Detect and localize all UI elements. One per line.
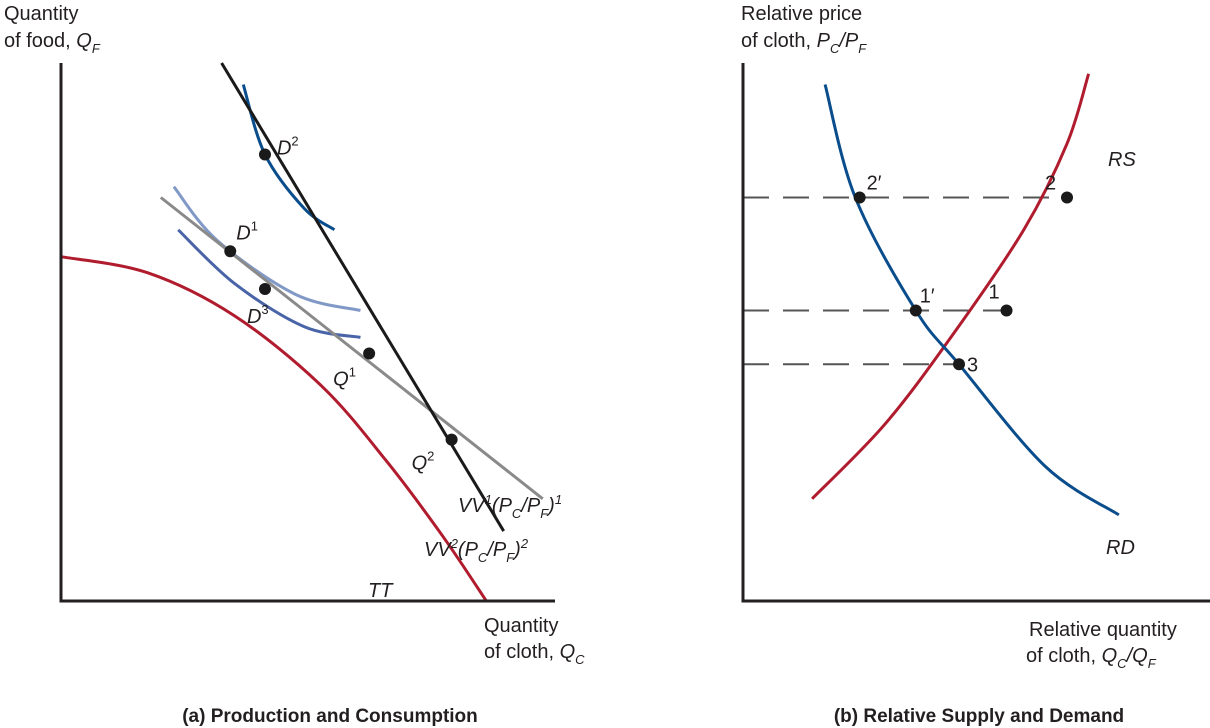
label-rs: RS [1108,149,1136,171]
label-vv1-part: ) [546,495,555,517]
label-point-2: 2 [1045,173,1056,195]
panel-b-ylabel-line2: of cloth, PC/PF [741,30,867,56]
label-vv1-part: C [512,506,522,521]
point-q2 [445,433,458,446]
point-d3 [258,282,271,295]
panel-a-xlabel-text: of cloth, [484,641,554,663]
panel-a-production-consumption: Quantity of food, QF TTVV1(PC/PF)1VV2(PC… [4,3,585,727]
series-rd [823,84,1120,517]
panel-a-caption: (a) Production and Consumption [182,706,478,727]
panel-b-xlabel-symbol: Q [1102,645,1118,667]
label-vv2-part: ) [512,539,521,561]
panel-a-xlabel-subscript: C [575,652,585,667]
label-d1: D1 [236,218,258,244]
panel-a-ylabel-text: of food, [4,30,71,52]
label-d1-base: D [236,222,250,244]
label-vv1-part: /P [519,495,541,517]
label-d3: D3 [247,302,269,328]
series-vv1 [159,196,544,500]
panel-b-xlabel-text: of cloth, [1026,645,1096,667]
panel-a-curves [60,62,544,602]
panel-a-xlabel-line1: Quantity [484,615,558,637]
label-vv2: VV2(PC/PF)2 [424,536,529,565]
point-1 [1000,304,1013,317]
point-3 [953,358,965,371]
panel-a-ylabel-subscript: F [92,41,101,56]
label-q1-sup: 1 [349,365,356,380]
panel-b-ylabel-line1: Relative price [741,3,862,25]
label-q1-base: Q [333,369,349,391]
point-d2 [258,148,271,161]
panel-b-ylabel-text: of cloth, [741,30,811,52]
panel-b-ylabel-slash: /P [837,30,859,52]
label-vv2-part: VV [424,539,452,561]
label-vv1-part: (P [492,495,513,517]
label-vv2-part: 2 [450,536,459,551]
point-1prime [909,304,922,317]
label-d2-sup: 2 [291,133,298,148]
label-point-1prime: 1′ [920,285,935,307]
label-vv2-part: C [478,550,488,565]
panel-b-ylabel-symbol: P [817,30,831,52]
series-tt [60,255,488,602]
point-2 [1061,191,1073,204]
label-tt: TT [368,580,394,602]
label-q1: Q1 [333,365,356,391]
panel-b-ylabel-subscript: C [830,41,840,56]
panel-b-xlabel-line2: of cloth, QC/QF [1026,645,1157,671]
label-vv1-part: F [540,506,549,521]
label-d1-sup: 1 [251,218,258,233]
point-2prime [853,191,866,204]
series-d1-indifference [172,185,361,312]
label-q2-sup: 2 [427,449,434,464]
label-point-1: 1 [989,281,1000,303]
panel-a-xlabel-line2: of cloth, QC [484,641,585,667]
panel-b-xlabel-line1: Relative quantity [1029,619,1177,641]
panel-b-curves [811,73,1120,517]
panel-b-xlabel-slash: /Q [1125,645,1148,667]
label-q2-base: Q [412,453,428,475]
label-vv1-part: VV [458,495,486,517]
series-vv2 [220,62,505,532]
series-rs [811,73,1091,500]
panel-a-ylabel-line2: of food, QF [4,30,101,56]
label-vv2-part: F [506,550,515,565]
label-vv1-part: 1 [555,492,562,507]
label-q2: Q2 [412,449,435,475]
label-point-2prime: 2′ [867,173,882,195]
panel-b-dashed-lines [743,196,1067,366]
panel-a-ylabel-symbol: Q [76,30,92,52]
label-vv2-part: 2 [520,536,529,551]
panel-b-points: RS RD 2′ 2 1′ 1 3 [853,149,1136,559]
label-d3-base: D [247,306,261,328]
label-vv2-part: /P [485,539,507,561]
panel-b-caption: (b) Relative Supply and Demand [834,706,1124,727]
panel-a-xlabel-symbol: Q [560,641,576,663]
panel-b-xlabel-subscript2: F [1148,656,1157,671]
label-d3-sup: 3 [261,302,268,317]
label-point-3: 3 [967,354,978,376]
panel-b-ylabel-subscript2: F [858,41,867,56]
label-rd: RD [1106,537,1135,559]
label-vv1: VV1(PC/PF)1 [458,492,562,521]
point-d1 [224,245,237,258]
label-d2-base: D [277,137,291,159]
panel-a-ylabel-line1: Quantity [4,3,78,25]
label-vv2-part: (P [458,539,479,561]
panel-b-xlabel-subscript: C [1117,656,1127,671]
label-d2: D2 [277,133,299,159]
label-vv1-part: 1 [485,492,492,507]
point-q1 [363,347,376,360]
